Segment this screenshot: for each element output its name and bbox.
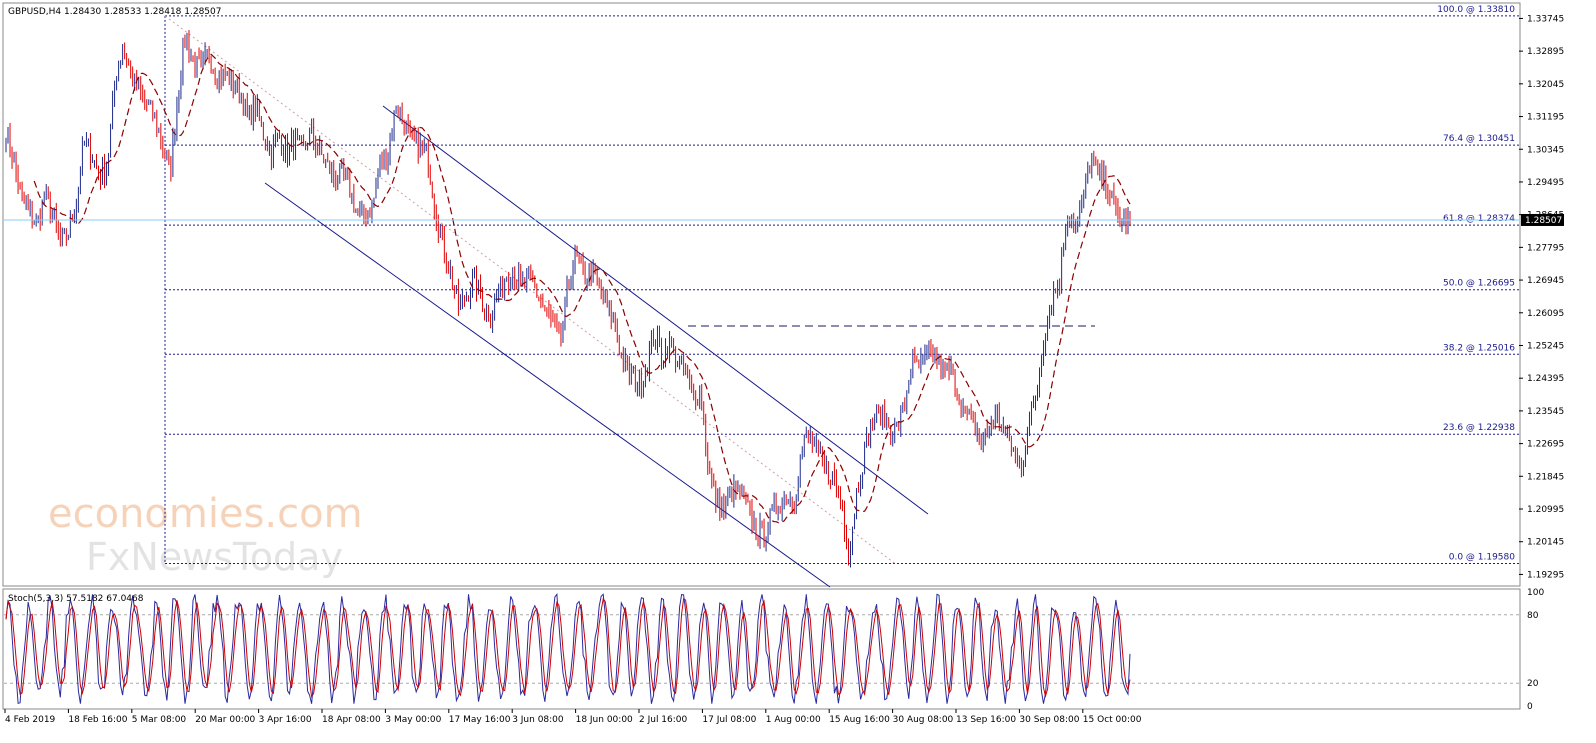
y-tick-label: 1.33745 <box>1527 14 1564 24</box>
y-tick-label: 1.25245 <box>1527 341 1564 351</box>
y-tick-label: 1.23545 <box>1527 407 1564 417</box>
fib-level-label: 76.4 @ 1.30451 <box>1443 134 1515 144</box>
stoch-level-label: 100 <box>1527 588 1544 598</box>
y-tick-label: 1.26945 <box>1527 276 1564 286</box>
stoch-level-label: 0 <box>1527 702 1533 712</box>
ma-line <box>33 53 1131 524</box>
x-axis: 4 Feb 2019 18 Feb 16:00 5 Mar 08:00 20 Mar … <box>4 709 1142 725</box>
stoch-level-label: 80 <box>1527 611 1539 621</box>
fib-level-label: 23.6 @ 1.22938 <box>1443 423 1515 433</box>
y-tick-label: 1.31195 <box>1527 113 1564 123</box>
x-tick-label: 1 Aug 00:00 <box>766 715 821 725</box>
y-axis: 1.33745 1.32895 1.32045 1.31195 1.30345 1.294… <box>1519 14 1564 580</box>
x-tick-label: 5 Mar 08:00 <box>132 715 187 725</box>
y-tick-label: 1.26095 <box>1527 309 1564 319</box>
symbol-header: GBPUSD,H4 1.28430 1.28533 1.28418 1.2850… <box>8 7 221 17</box>
fib-level-label: 61.8 @ 1.28374 <box>1443 214 1515 224</box>
y-tick-label: 1.22695 <box>1527 440 1564 450</box>
x-tick-label: 17 Jul 08:00 <box>702 715 756 725</box>
current-price-box <box>1521 213 1564 226</box>
y-tick-label: 1.29495 <box>1527 178 1564 188</box>
x-tick-label: 18 Feb 16:00 <box>68 715 127 725</box>
fib-level-label: 0.0 @ 1.19580 <box>1449 552 1516 562</box>
x-tick-label: 3 Jun 08:00 <box>512 715 564 725</box>
watermark-fxnewstoday: FxNewsToday <box>86 535 343 579</box>
watermark-economies: economies.com <box>48 491 363 537</box>
y-tick-label: 1.20995 <box>1527 505 1564 515</box>
x-tick-label: 18 Apr 08:00 <box>322 715 381 725</box>
current-price-marker: 1.28507 <box>4 213 1564 226</box>
y-tick-label: 1.19295 <box>1527 570 1564 580</box>
y-tick-label: 1.20145 <box>1527 538 1564 548</box>
x-tick-label: 30 Sep 08:00 <box>1019 715 1079 725</box>
y-tick-label: 1.32045 <box>1527 80 1564 90</box>
y-tick-label: 1.27795 <box>1527 243 1564 253</box>
x-tick-label: 3 Apr 16:00 <box>259 715 312 725</box>
x-tick-label: 30 Aug 08:00 <box>893 715 954 725</box>
x-tick-label: 2 Jul 16:00 <box>639 715 688 725</box>
current-price-label: 1.28507 <box>1525 216 1562 226</box>
stoch-level-label: 20 <box>1527 679 1539 689</box>
main-panel-frame <box>2 2 1521 587</box>
x-tick-label: 13 Sep 16:00 <box>956 715 1016 725</box>
stoch-label: Stoch(5,3,3) 57.5182 67.0468 <box>8 594 144 604</box>
moving-average <box>33 53 1131 524</box>
y-tick-label: 1.24395 <box>1527 374 1564 384</box>
fib-level-label: 50.0 @ 1.26695 <box>1443 279 1515 289</box>
y-tick-label: 1.30345 <box>1527 145 1564 155</box>
y-tick-label: 1.32895 <box>1527 47 1564 57</box>
x-tick-label: 4 Feb 2019 <box>5 715 56 725</box>
fibonacci-levels: 100.0 @ 1.33810 76.4 @ 1.30451 61.8 @ 1.28… <box>164 5 1519 564</box>
y-tick-label: 1.21845 <box>1527 472 1564 482</box>
descending-channel <box>264 105 929 588</box>
x-tick-label: 17 May 16:00 <box>449 715 511 725</box>
fib-trend-line <box>164 15 896 564</box>
stoch-panel-frame <box>2 588 1521 710</box>
channel-upper-line <box>382 105 929 515</box>
fib-level-label: 100.0 @ 1.33810 <box>1437 5 1515 15</box>
candlesticks <box>5 30 1131 568</box>
stoch-signal-line <box>5 597 1131 699</box>
x-tick-label: 15 Oct 00:00 <box>1083 715 1142 725</box>
x-tick-label: 18 Jun 00:00 <box>576 715 633 725</box>
x-tick-label: 20 Mar 00:00 <box>195 715 255 725</box>
x-tick-label: 3 May 00:00 <box>385 715 441 725</box>
channel-lower-line <box>264 182 831 588</box>
x-tick-label: 15 Aug 16:00 <box>829 715 890 725</box>
stoch-main-line <box>5 592 1131 705</box>
fib-level-label: 38.2 @ 1.25016 <box>1443 343 1515 353</box>
stochastic-oscillator: 100 80 20 0 <box>4 588 1544 712</box>
